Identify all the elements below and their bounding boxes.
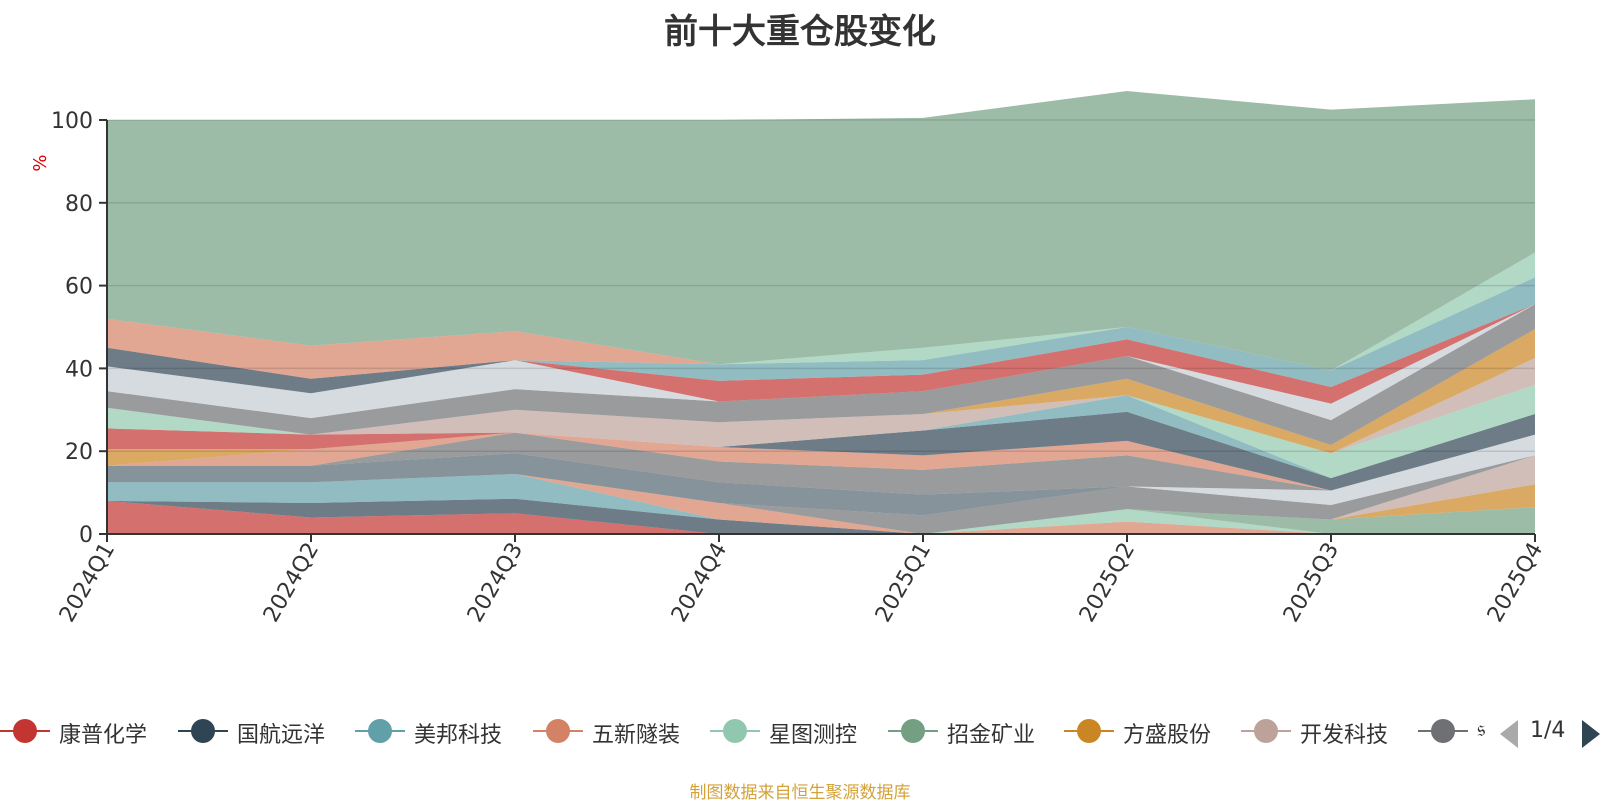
area-series-30	[107, 91, 1535, 371]
grid-layer	[107, 119, 1535, 452]
legend-item[interactable]: 开发科技	[1241, 710, 1411, 750]
legend-item[interactable]: 星图测控	[710, 710, 880, 750]
legend-label: 国航远洋	[237, 723, 326, 748]
legend-label: 开发科技	[1300, 723, 1389, 748]
y-tick-label: 60	[65, 275, 93, 300]
legend-label: 𝔰	[1477, 717, 1486, 742]
area-series-15	[107, 432, 1535, 491]
legend-item[interactable]: 五新隧装	[533, 710, 703, 750]
x-tick-label: 2024Q3	[463, 539, 528, 627]
area-series-4	[107, 473, 1535, 534]
x-tick-label: 2024Q1	[55, 539, 120, 627]
x-tick-label: 2025Q2	[1075, 539, 1140, 627]
area-series-16	[107, 411, 1535, 491]
chart-title: 前十大重仓股变化	[664, 12, 936, 52]
area-series-9	[107, 455, 1535, 534]
source-note: 制图数据来自恒生聚源数据库	[689, 783, 911, 803]
area-series-24	[107, 304, 1535, 421]
legend-prev-page-button[interactable]	[1500, 720, 1518, 748]
area-series-26	[107, 304, 1535, 404]
legend: 康普化学 国航远洋 美邦科技 五新隧装 星图测控 招金矿业 方盛股份 开发科技 𝔰	[0, 710, 1498, 750]
area-series-10	[107, 453, 1535, 516]
legend-label: 美邦科技	[414, 723, 503, 748]
area-series-19	[107, 395, 1535, 479]
legend-circle-icon	[723, 719, 747, 743]
legend-label: 康普化学	[59, 723, 148, 748]
legend-circle-icon	[368, 719, 392, 743]
area-series-6	[107, 473, 1535, 534]
area-series-5	[107, 473, 1535, 534]
y-tick-label: 0	[79, 523, 93, 548]
y-tick-label: 20	[65, 440, 93, 465]
x-tick-label: 2025Q3	[1279, 539, 1344, 627]
legend-page-indicator: 1/4	[1530, 718, 1566, 743]
area-series-27	[107, 277, 1535, 388]
legend-item[interactable]: 康普化学	[0, 710, 170, 750]
y-axis-label: %	[30, 154, 51, 171]
legend-label: 五新隧装	[592, 723, 681, 748]
legend-circle-icon	[546, 719, 570, 743]
legend-label: 方盛股份	[1123, 723, 1212, 748]
y-tick-label: 80	[65, 192, 93, 217]
area-series-17	[107, 395, 1535, 479]
y-tick-label: 100	[51, 109, 93, 134]
legend-circle-icon	[191, 719, 215, 743]
legend-label: 星图测控	[769, 723, 858, 748]
legend-item[interactable]: 方盛股份	[1064, 710, 1234, 750]
legend-item[interactable]: 国航远洋	[178, 710, 348, 750]
area-series-2	[107, 498, 1535, 534]
area-series-1	[107, 500, 1535, 534]
legend-label: 招金矿业	[947, 723, 1036, 748]
area-series-23	[107, 304, 1535, 445]
area-series-20	[107, 384, 1535, 479]
legend-item[interactable]: 𝔰	[1418, 710, 1498, 750]
legend-circle-icon	[1254, 719, 1278, 743]
x-tick-label: 2025Q4	[1483, 539, 1548, 627]
legend-circle-icon	[901, 719, 925, 743]
legend-circle-icon	[1077, 719, 1101, 743]
legend-circle-icon	[1431, 719, 1455, 743]
area-series-3	[107, 473, 1535, 534]
legend-circle-icon	[13, 719, 37, 743]
chart-svg: 0 20 40 60 80 100 2024Q1 2024Q2 2024Q3 2024Q4 2025…	[30, 91, 1548, 627]
area-series-13	[107, 432, 1535, 495]
legend-pager: 1/4	[1500, 718, 1600, 750]
legend-next-page-button[interactable]	[1582, 720, 1600, 748]
x-tick-label: 2024Q2	[259, 539, 324, 627]
x-tick-label: 2024Q4	[667, 539, 732, 627]
legend-item[interactable]: 招金矿业	[888, 710, 1058, 750]
y-tick-label: 40	[65, 357, 93, 382]
x-tick-label: 2025Q1	[871, 539, 936, 627]
legend-item[interactable]: 美邦科技	[355, 710, 525, 750]
area-series-29	[107, 252, 1535, 379]
area-layer	[107, 91, 1535, 534]
area-series-21	[107, 358, 1535, 454]
